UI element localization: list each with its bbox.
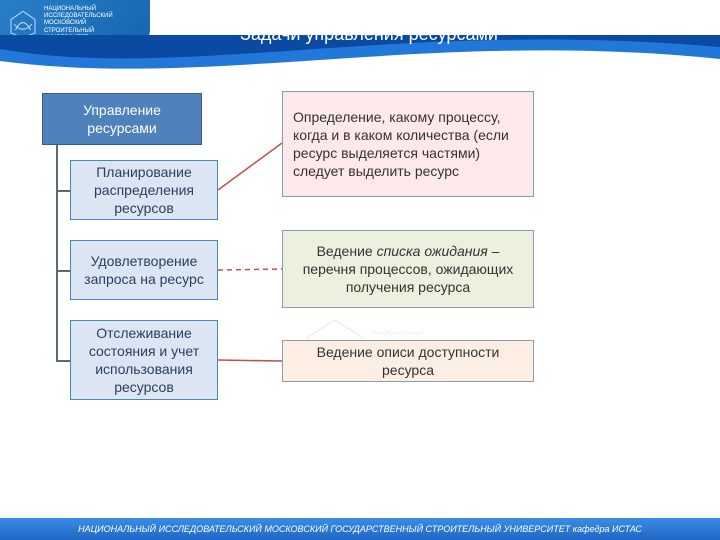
node-request: Удовлетворение запроса на ресурс (70, 240, 218, 300)
header: НАЦИОНАЛЬНЫЙИССЛЕДОВАТЕЛЬСКИЙМОСКОВСКИЙС… (0, 0, 720, 70)
svg-text:НАЦИОНАЛЬНЫЙ: НАЦИОНАЛЬНЫЙ (372, 329, 424, 337)
node-label: Удовлетворение запроса на ресурс (81, 252, 207, 288)
tree-branch (56, 360, 70, 362)
tree-branch (56, 270, 70, 272)
node-label: Отслеживание состояния и учет использова… (81, 324, 207, 397)
description-text: Определение, какому процессу, когда и в … (293, 108, 523, 181)
diagram: НАЦИОНАЛЬНЫЙ ИССЛЕДОВАТЕЛЬСКИЙ МОСКОВСКИ… (0, 85, 720, 515)
footer: НАЦИОНАЛЬНЫЙ ИССЛЕДОВАТЕЛЬСКИЙ МОСКОВСКИ… (0, 518, 720, 540)
node-label: Планирование распределения ресурсов (81, 163, 207, 218)
node-root: Управление ресурсами (42, 93, 202, 145)
node-label: Управление ресурсами (53, 101, 191, 137)
description-text: Ведение описи доступности ресурса (293, 343, 523, 379)
footer-text: НАЦИОНАЛЬНЫЙ ИССЛЕДОВАТЕЛЬСКИЙ МОСКОВСКИ… (78, 524, 642, 534)
description-allocation: Определение, какому процессу, когда и в … (282, 91, 534, 197)
node-tracking: Отслеживание состояния и учет использова… (70, 320, 218, 400)
tree-branch (56, 190, 70, 192)
description-availability: Ведение описи доступности ресурса (282, 340, 534, 382)
node-planning: Планирование распределения ресурсов (70, 160, 218, 220)
description-text: Ведение списка ожидания – перечня процес… (293, 242, 523, 297)
page-title: Задачи управления ресурсами (240, 24, 498, 45)
tree-trunk (56, 145, 58, 360)
description-waitlist: Ведение списка ожидания – перечня процес… (282, 230, 534, 308)
